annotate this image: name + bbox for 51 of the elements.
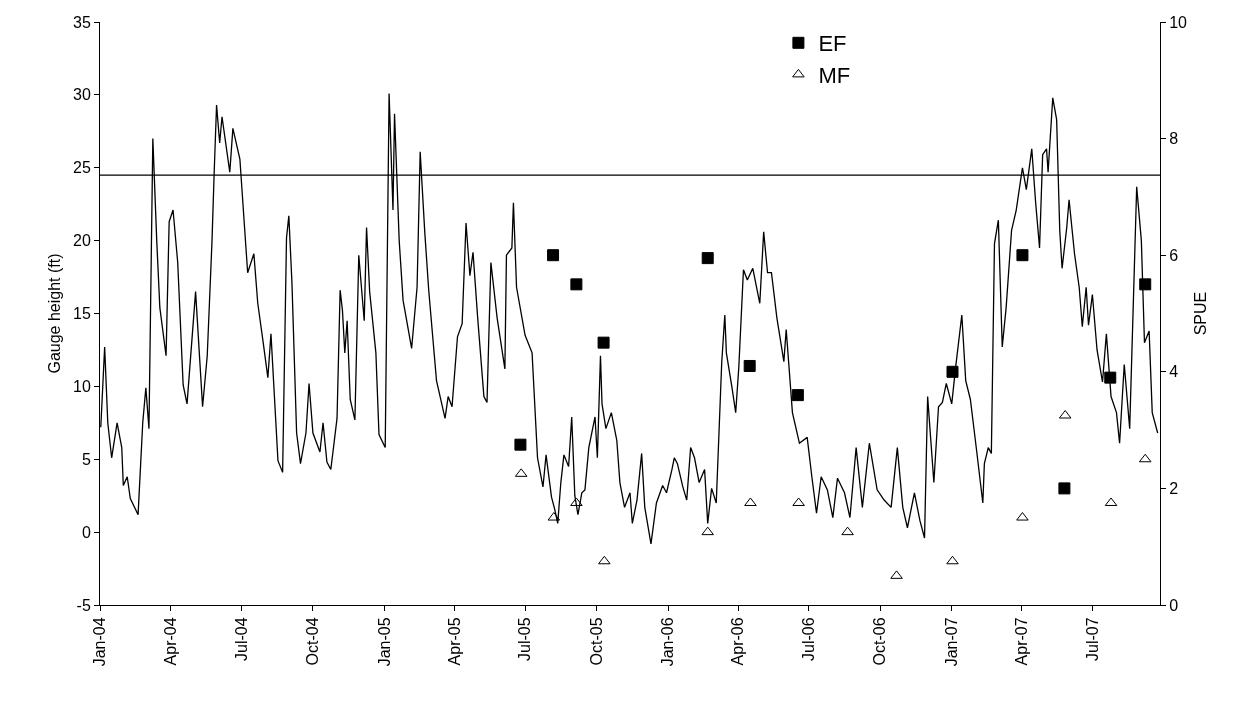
x-tick-label: Oct-06: [871, 617, 889, 666]
y-tick-label: -5: [76, 596, 91, 614]
x-tick-label: Jan-04: [91, 617, 109, 667]
point: [701, 526, 714, 536]
y-tick-label: 35: [73, 13, 91, 31]
y-axis-title: Gauge height (ft): [45, 253, 63, 374]
point: [547, 249, 560, 262]
x-tick-label: Oct-04: [304, 617, 322, 666]
y-tick-label: 0: [81, 523, 91, 541]
x-tick-label: Jul-06: [799, 617, 817, 661]
legend-label: EF: [818, 31, 847, 57]
legend-label: MF: [818, 62, 851, 88]
point: [598, 555, 611, 565]
point: [946, 365, 959, 378]
x-tick-label: Apr-04: [161, 617, 179, 666]
point: [841, 526, 854, 536]
x-tick-label: Jul-05: [516, 617, 534, 661]
x-tick-label: Jan-07: [942, 617, 960, 667]
point: [514, 438, 527, 451]
point: [570, 278, 583, 291]
point: [791, 389, 804, 402]
point: [946, 555, 959, 565]
x-tick-label: Jan-05: [375, 617, 393, 667]
y2-tick-label: 4: [1169, 363, 1179, 381]
point: [1058, 482, 1071, 495]
point: [1138, 453, 1152, 463]
y2-tick-label: 8: [1169, 130, 1179, 148]
x-tick-label: Apr-07: [1012, 617, 1030, 666]
point: [743, 359, 756, 372]
y-tick-label: 20: [73, 232, 91, 250]
y-tick-label: 5: [81, 450, 91, 468]
point: [701, 252, 714, 265]
y-tick-label: 10: [73, 377, 91, 395]
y-tick-label: 30: [73, 86, 91, 104]
y-tick-label: 25: [73, 159, 91, 177]
point: [597, 336, 610, 349]
y2-tick-label: 10: [1169, 13, 1188, 31]
point: [1139, 278, 1152, 291]
x-tick-label: Apr-05: [445, 617, 463, 666]
y2-tick-label: 6: [1169, 246, 1179, 264]
x-tick-label: Oct-05: [587, 617, 605, 666]
point: [1016, 249, 1029, 262]
x-tick-label: Apr-06: [729, 617, 747, 666]
y2-tick-label: 0: [1169, 596, 1179, 614]
point: [1104, 371, 1117, 384]
y2-tick-label: 2: [1169, 480, 1179, 497]
y-tick-label: 15: [73, 305, 91, 323]
x-tick-label: Jul-07: [1083, 617, 1101, 661]
x-tick-label: Jul-04: [232, 617, 250, 661]
x-tick-label: Jan-06: [659, 617, 677, 667]
y2-axis-title: SPUE: [1191, 291, 1209, 336]
